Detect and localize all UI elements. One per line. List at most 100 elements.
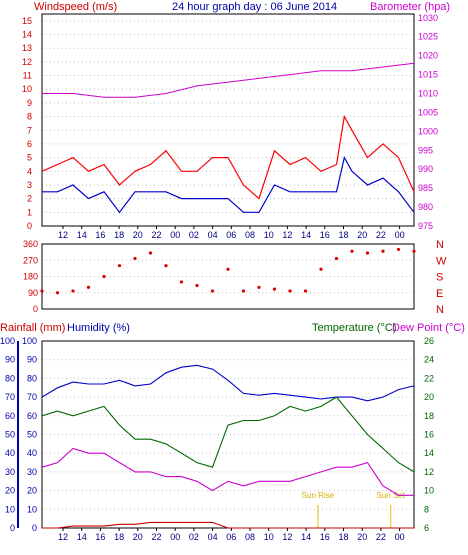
left-tick-label: 3 [27,180,32,190]
series-temperature [41,396,415,473]
left-tick-label: 1 [27,207,32,217]
right-tick-label: 995 [418,145,433,155]
series-rainfall [42,521,414,529]
x-tick-label: 20 [357,532,367,542]
x-tick-label: 12 [282,532,292,542]
direction-point [117,264,122,268]
compass-label: N [436,239,444,251]
rain-tick-label: 0 [10,523,15,533]
humidity-tick-label: 40 [27,448,37,458]
direction-point [350,249,354,253]
temperature-axis-label: Temperature (°C) [312,322,396,334]
x-tick-label: 18 [338,230,348,240]
x-tick-label: 12 [58,230,68,240]
left-tick-label: 13 [22,43,32,53]
x-tick-label: 10 [264,532,274,542]
x-tick-label: 00 [395,230,405,240]
direction-point [241,289,246,293]
plot-frame [41,243,415,310]
humidity-tick-label: 90 [27,355,37,365]
left-tick-label: 0 [27,221,32,231]
humidity-tick-label: 50 [27,430,37,440]
direction-point [396,247,401,252]
right-tick-label: 1015 [418,70,438,80]
right-tick-label: 1020 [418,51,438,61]
right-tick-label: 990 [418,164,433,174]
left-tick-label: 14 [22,30,32,40]
direction-point [334,256,339,261]
chart-title: 24 hour graph day : 06 June 2014 [172,1,337,13]
direction-point [164,264,168,268]
rain-tick-label: 50 [5,430,15,440]
right-tick-label: 985 [418,183,433,193]
x-tick-label: 08 [245,230,255,240]
direction-point [195,283,199,288]
left-tick-label: 6 [27,139,32,149]
rain-tick-label: 100 [0,336,15,346]
direction-tick-label: 90 [28,288,38,298]
direction-tick-label: 270 [23,255,38,265]
rain-tick-label: 90 [5,355,15,365]
annotation-label: Sun Rise [302,491,335,500]
series-average [42,155,415,214]
temp-tick-label: 18 [424,411,434,421]
left-tick-label: 2 [27,194,32,204]
temp-tick-label: 14 [424,448,434,458]
x-tick-label: 00 [170,230,180,240]
series-dewpoint [41,447,414,496]
compass-label: N [436,304,444,316]
x-tick-label: 14 [301,230,311,240]
left-tick-label: 8 [27,112,32,122]
x-tick-label: 16 [320,532,330,542]
left-tick-label: 15 [22,16,32,26]
right-tick-label: 1030 [418,13,438,23]
direction-point [148,251,153,255]
humidity-tick-label: 20 [27,486,37,496]
humidity-tick-label: 70 [27,392,37,402]
direction-point [319,267,323,271]
x-tick-label: 18 [338,532,348,542]
x-tick-label: 16 [320,230,330,240]
right-tick-label: 1000 [418,126,438,136]
rain-tick-label: 70 [5,392,15,402]
x-tick-label: 16 [95,230,105,240]
x-tick-label: 20 [133,532,143,542]
direction-tick-label: 180 [23,272,38,282]
temp-tick-label: 12 [424,467,434,477]
left-tick-label: 5 [27,153,32,163]
x-tick-label: 12 [58,532,68,542]
direction-point [226,267,230,271]
direction-point [257,285,261,289]
right-tick-label: 980 [418,202,433,212]
direction-point [102,274,106,279]
compass-label: W [436,255,447,267]
x-tick-label: 20 [357,230,367,240]
direction-point [179,280,184,284]
direction-point [412,249,416,253]
direction-point [40,289,44,293]
humidity-tick-label: 30 [27,467,37,477]
left-tick-label: 10 [22,84,32,94]
x-tick-label: 22 [376,532,386,542]
series-humidity [41,364,415,402]
humidity-tick-label: 100 [22,336,37,346]
direction-point [272,287,277,291]
rain-tick-label: 30 [5,467,15,477]
temp-tick-label: 6 [424,523,429,533]
temp-tick-label: 24 [424,355,434,365]
x-tick-label: 06 [226,230,236,240]
compass-label: E [436,288,443,300]
direction-point [288,289,292,293]
humidity-axis-label: Humidity (%) [67,322,130,334]
right-tick-label: 1010 [418,89,438,99]
direction-tick-label: 0 [33,304,38,314]
humidity-tick-label: 0 [32,523,37,533]
direction-point [86,285,91,289]
x-tick-label: 14 [77,230,87,240]
humidity-tick-label: 10 [27,504,37,514]
direction-point [365,251,370,255]
x-tick-label: 22 [151,230,161,240]
x-tick-label: 20 [133,230,143,240]
left-tick-label: 9 [27,98,32,108]
